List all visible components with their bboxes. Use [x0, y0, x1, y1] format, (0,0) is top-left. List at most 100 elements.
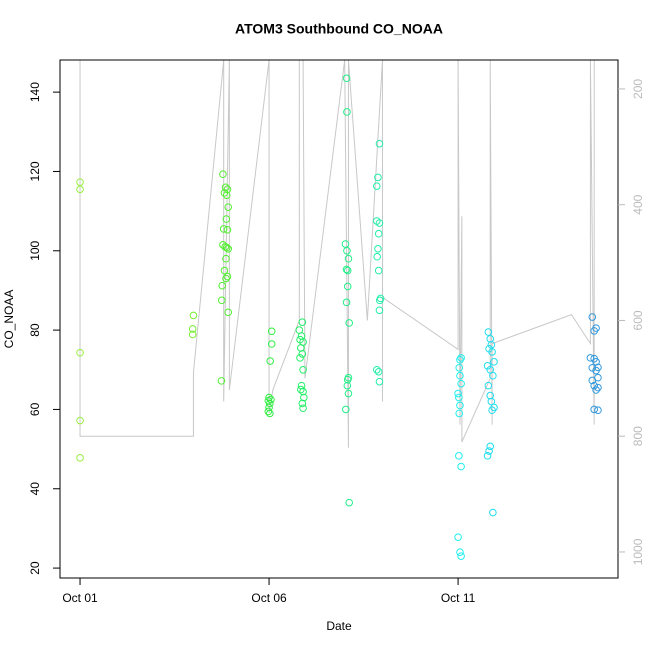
data-point — [298, 350, 307, 358]
data-point — [590, 381, 598, 390]
point-layer — [76, 74, 602, 560]
data-point — [188, 330, 197, 339]
data-point — [222, 274, 230, 283]
data-point — [343, 282, 352, 291]
data-point — [590, 405, 598, 414]
data-point — [342, 265, 351, 274]
data-point — [456, 371, 464, 380]
data-point — [219, 241, 227, 249]
data-point — [455, 452, 463, 460]
data-point — [490, 358, 498, 366]
data-point — [489, 371, 497, 380]
data-point — [341, 240, 350, 248]
data-point — [590, 327, 598, 335]
y-tick-label: 40 — [28, 482, 42, 496]
data-point — [219, 170, 227, 179]
data-point — [488, 348, 496, 356]
data-point — [376, 296, 384, 305]
data-point — [218, 296, 226, 305]
y2-tick-label: 200 — [631, 79, 645, 99]
data-point — [592, 386, 600, 394]
data-point — [486, 335, 495, 343]
data-point — [375, 306, 384, 315]
data-point — [267, 327, 276, 336]
data-point — [299, 404, 307, 413]
data-point — [224, 203, 233, 211]
y-tick-label: 120 — [28, 161, 42, 181]
y-axis-label: CO_NOAA — [2, 290, 16, 349]
data-point — [375, 219, 384, 227]
data-point — [222, 254, 230, 263]
x-tick-label: Oct 11 — [441, 591, 476, 605]
data-point — [373, 182, 381, 190]
data-point — [223, 225, 232, 234]
data-point — [455, 393, 463, 402]
data-point — [344, 254, 353, 263]
data-point — [343, 246, 351, 255]
data-point — [457, 552, 465, 560]
data-point — [76, 416, 84, 425]
data-point — [586, 354, 595, 362]
data-point — [223, 272, 232, 281]
data-point — [345, 319, 354, 327]
data-point — [267, 340, 276, 348]
data-point — [343, 266, 352, 275]
data-point — [373, 252, 381, 261]
data-point — [374, 244, 382, 253]
data-point — [488, 406, 496, 415]
data-point — [374, 229, 383, 238]
data-point — [76, 178, 84, 186]
data-point — [485, 447, 493, 455]
data-point — [218, 281, 226, 290]
data-point — [220, 266, 229, 275]
y-tick-label: 140 — [28, 82, 42, 102]
data-point — [487, 340, 496, 349]
data-point — [375, 377, 384, 386]
data-point — [298, 318, 307, 326]
data-point — [222, 191, 231, 200]
data-point — [594, 383, 602, 392]
data-point — [455, 363, 464, 372]
data-point — [343, 381, 352, 390]
data-point — [588, 376, 597, 385]
data-point — [344, 389, 353, 398]
data-point — [454, 533, 462, 541]
data-point — [345, 498, 354, 507]
data-point — [217, 377, 226, 385]
data-point — [588, 363, 597, 372]
data-point — [457, 379, 465, 388]
x-tick-label: Oct 01 — [62, 591, 98, 605]
data-point — [588, 313, 597, 321]
data-point — [486, 442, 495, 451]
data-point — [76, 185, 84, 194]
data-point — [222, 215, 231, 223]
y2-tick-label: 1000 — [631, 538, 645, 565]
data-point — [456, 356, 464, 364]
y2-tick-label: 600 — [631, 310, 645, 330]
data-point — [342, 298, 351, 307]
data-point — [484, 328, 493, 336]
data-point — [594, 406, 602, 415]
data-point — [374, 173, 382, 182]
pressure-line — [79, 60, 595, 448]
data-point — [375, 139, 384, 148]
data-point — [220, 189, 229, 197]
data-point — [266, 399, 274, 408]
data-point — [455, 409, 464, 418]
data-point — [457, 462, 465, 471]
data-point — [374, 266, 383, 275]
data-point — [456, 548, 464, 557]
data-point — [297, 385, 305, 394]
data-point — [219, 225, 228, 233]
data-point — [266, 357, 274, 365]
data-point — [486, 391, 495, 400]
x-tick-label: Oct 06 — [251, 591, 287, 605]
data-point — [189, 311, 198, 320]
data-point — [296, 354, 304, 362]
line-layer — [79, 60, 595, 448]
data-point — [373, 365, 381, 374]
data-point — [343, 108, 351, 116]
data-point — [264, 407, 273, 416]
y2-tick-label: 400 — [631, 194, 645, 214]
